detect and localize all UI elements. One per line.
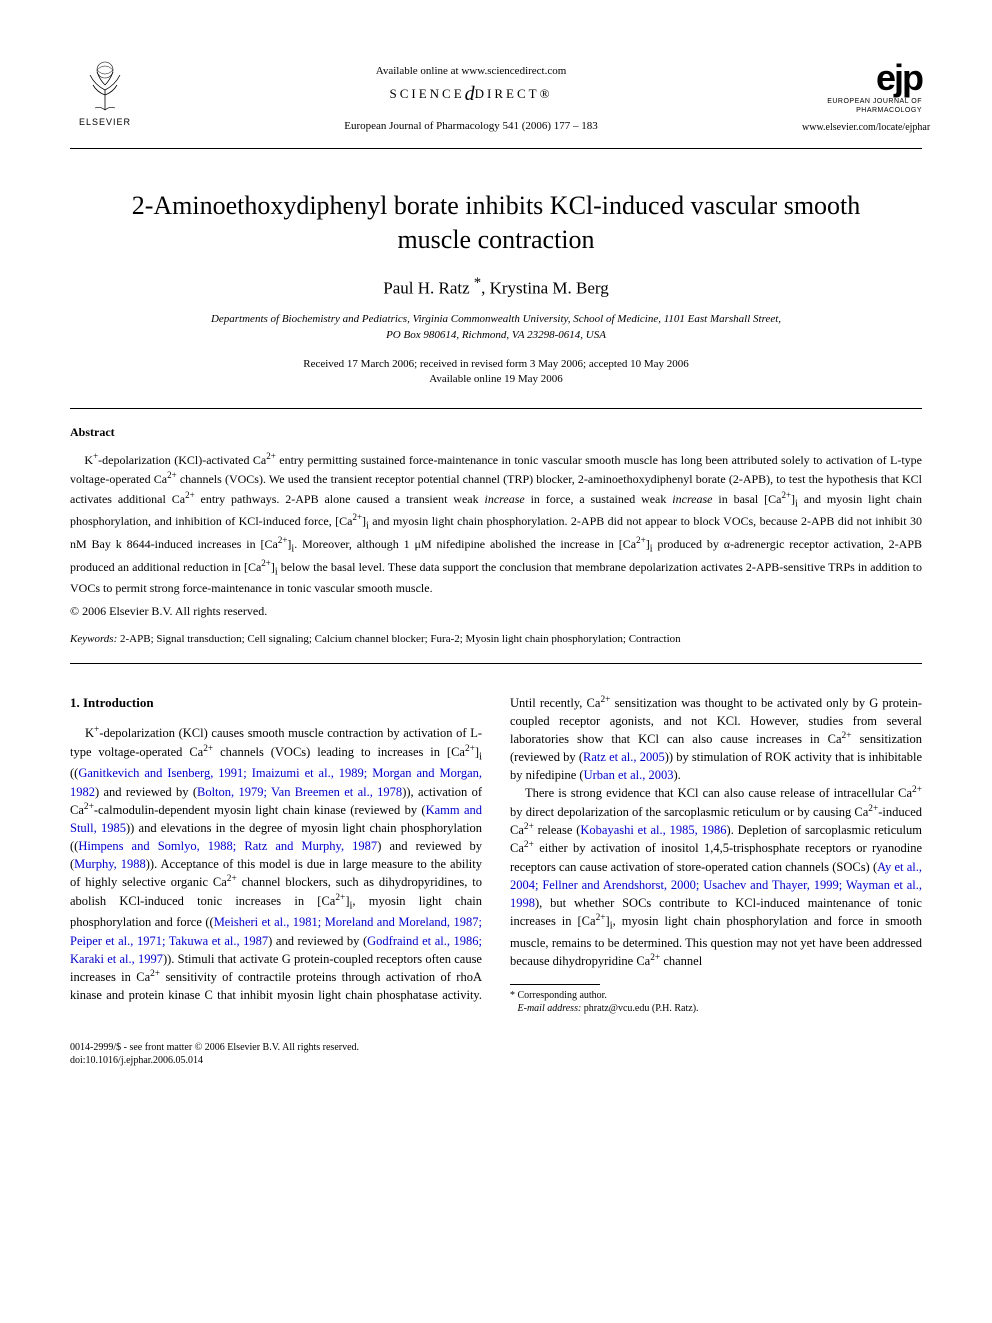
footer-left: 0014-2999/$ - see front matter © 2006 El…	[70, 1041, 359, 1067]
dates-line1: Received 17 March 2006; received in revi…	[303, 358, 689, 370]
article-dates: Received 17 March 2006; received in revi…	[70, 357, 922, 388]
journal-header: ELSEVIER Available online at www.science…	[70, 60, 922, 140]
corresponding-footnote: * Corresponding author. E-mail address: …	[510, 989, 922, 1015]
body-columns: 1. Introduction K+-depolarization (KCl) …	[70, 694, 922, 1016]
affiliation-line1: Departments of Biochemistry and Pediatri…	[211, 313, 781, 325]
keywords-list: 2-APB; Signal transduction; Cell signali…	[120, 633, 681, 645]
abstract-top-rule	[70, 408, 922, 409]
abstract-body: K+-depolarization (KCl)-activated Ca2+ e…	[70, 450, 922, 598]
footnote-rule	[510, 984, 600, 985]
elsevier-wordmark: ELSEVIER	[79, 117, 131, 127]
journal-reference: European Journal of Pharmacology 541 (20…	[140, 120, 802, 132]
ejp-logo-block: ejp EUROPEAN JOURNAL OF PHARMACOLOGY www…	[802, 60, 922, 133]
abstract-heading: Abstract	[70, 425, 922, 440]
abstract-bottom-rule	[70, 663, 922, 664]
corresponding-star-icon: *	[474, 275, 481, 291]
page-footer: 0014-2999/$ - see front matter © 2006 El…	[70, 1041, 922, 1067]
ejp-logo: ejp	[802, 60, 922, 96]
affiliation: Departments of Biochemistry and Pediatri…	[70, 312, 922, 343]
intro-para-2: There is strong evidence that KCl can al…	[510, 784, 922, 970]
footnote-corr: * Corresponding author.	[510, 990, 607, 1001]
sd-d-icon: d	[465, 83, 475, 105]
elsevier-tree-icon	[75, 60, 135, 115]
footer-doi: doi:10.1016/j.ejphar.2006.05.014	[70, 1055, 203, 1066]
abstract-copyright: © 2006 Elsevier B.V. All rights reserved…	[70, 604, 922, 619]
footnote-email: phratz@vcu.edu	[584, 1003, 650, 1014]
sd-post: DIRECT®	[475, 86, 553, 101]
affiliation-line2: PO Box 980614, Richmond, VA 23298-0614, …	[386, 329, 606, 341]
ejp-expansion-l1: EUROPEAN JOURNAL OF	[802, 98, 922, 105]
footnote-email-owner: (P.H. Ratz).	[652, 1003, 699, 1014]
sciencedirect-logo: SCIENCEdDIRECT®	[140, 83, 802, 106]
authors: Paul H. Ratz *, Krystina M. Berg	[70, 275, 922, 299]
sd-pre: SCIENCE	[390, 86, 465, 101]
paper-title: 2-Aminoethoxydiphenyl borate inhibits KC…	[110, 189, 882, 257]
dates-line2: Available online 19 May 2006	[429, 373, 563, 385]
footer-front-matter: 0014-2999/$ - see front matter © 2006 El…	[70, 1042, 359, 1053]
footnote-email-label: E-mail address:	[518, 1003, 582, 1014]
available-online-text: Available online at www.sciencedirect.co…	[140, 65, 802, 77]
header-rule	[70, 148, 922, 149]
keywords-label: Keywords:	[70, 633, 117, 645]
ejp-expansion-l2: PHARMACOLOGY	[802, 107, 922, 114]
keywords: Keywords: 2-APB; Signal transduction; Ce…	[70, 633, 922, 645]
header-center-block: Available online at www.sciencedirect.co…	[140, 60, 802, 132]
elsevier-logo: ELSEVIER	[70, 60, 140, 140]
journal-url: www.elsevier.com/locate/ejphar	[802, 122, 922, 133]
section-1-heading: 1. Introduction	[70, 694, 482, 713]
